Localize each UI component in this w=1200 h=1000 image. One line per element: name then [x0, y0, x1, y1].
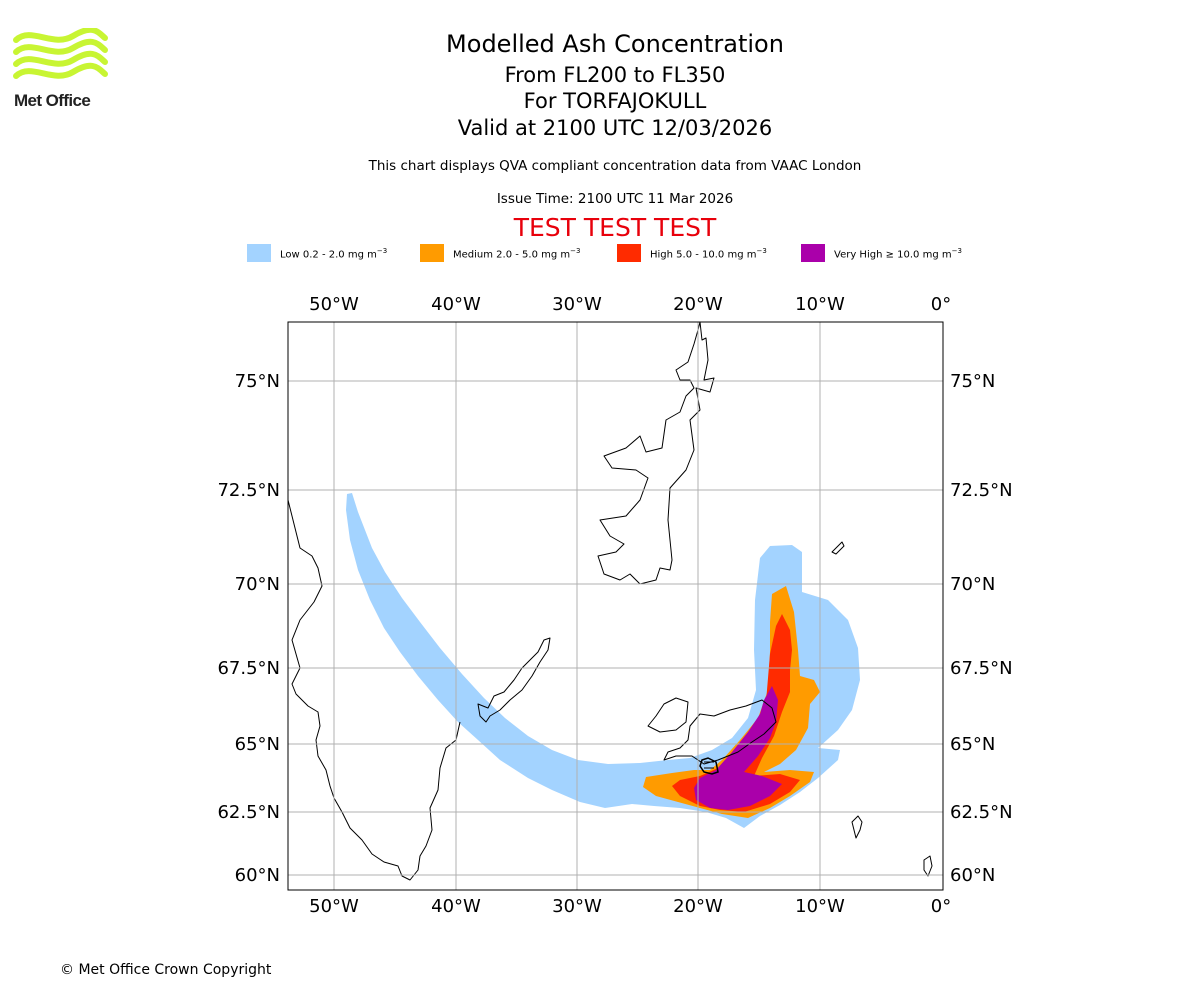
- lat-tick-right: 75°N: [950, 371, 995, 392]
- greenland-southeast-coast: [477, 637, 551, 723]
- lat-tick-right: 72.5°N: [950, 480, 1013, 501]
- test-banner: TEST TEST TEST: [513, 213, 717, 242]
- legend-swatch-low: [247, 244, 271, 262]
- met-office-wave-icon: [13, 26, 108, 79]
- iceland-west-fjords: [647, 697, 689, 733]
- lat-tick-right: 65°N: [950, 734, 995, 755]
- lat-tick-left: 72.5°N: [217, 480, 280, 501]
- lat-tick-right: 60°N: [950, 865, 995, 886]
- lon-tick-bottom: 30°W: [552, 896, 602, 917]
- map-gridlines: [288, 322, 943, 890]
- lat-tick-left: 60°N: [235, 865, 280, 886]
- legend-label-high: High 5.0 - 10.0 mg m: [650, 249, 757, 261]
- iceland-coast: [663, 699, 777, 765]
- volcano-marker: [699, 757, 719, 775]
- lon-tick-bottom: 10°W: [795, 896, 845, 917]
- jan-mayen: [831, 541, 845, 555]
- lon-tick-top: 0°: [931, 294, 951, 315]
- faroe-islands: [851, 815, 863, 839]
- met-office-logo-text: Met Office: [14, 91, 91, 110]
- valid-time: Valid at 2100 UTC 12/03/2026: [457, 116, 773, 140]
- legend-label-low: Low 0.2 - 2.0 mg m: [280, 249, 377, 261]
- met-office-logo: Met Office: [13, 26, 109, 114]
- lon-tick-bottom: 50°W: [309, 896, 359, 917]
- lon-tick-top: 40°W: [431, 294, 481, 315]
- lon-tick-top: 10°W: [795, 294, 845, 315]
- lat-tick-right: 62.5°N: [950, 802, 1013, 823]
- ash-layer-very-high: [694, 686, 782, 810]
- lat-tick-right: 67.5°N: [950, 658, 1013, 679]
- legend-swatch-medium: [420, 244, 444, 262]
- lon-tick-top: 30°W: [552, 294, 602, 315]
- volcano-name: For TORFAJOKULL: [523, 89, 707, 113]
- lat-tick-right: 70°N: [950, 574, 995, 595]
- issue-time: Issue Time: 2100 UTC 11 Mar 2026: [496, 191, 734, 207]
- legend-label-medium: Medium 2.0 - 5.0 mg m: [453, 249, 571, 261]
- greenland-west-coast: [288, 499, 461, 881]
- lat-tick-left: 65°N: [235, 734, 280, 755]
- greenland-east-coast: [597, 322, 715, 585]
- lat-tick-left: 67.5°N: [217, 658, 280, 679]
- lon-tick-top: 20°W: [673, 294, 723, 315]
- coastlines: [288, 322, 933, 881]
- lat-tick-left: 70°N: [235, 574, 280, 595]
- lat-tick-left: 75°N: [235, 371, 280, 392]
- lon-tick-bottom: 20°W: [673, 896, 723, 917]
- volcano-marker-detail: [704, 761, 714, 769]
- legend-label-very-high: Very High ≥ 10.0 mg m: [834, 249, 952, 261]
- legend-swatch-very-high: [801, 244, 825, 262]
- lat-tick-left: 62.5°N: [217, 802, 280, 823]
- shetland: [923, 855, 933, 877]
- copyright: © Met Office Crown Copyright: [60, 962, 272, 978]
- map-frame: [287, 321, 944, 891]
- chart-title: Modelled Ash Concentration: [446, 30, 784, 58]
- lon-tick-bottom: 40°W: [431, 896, 481, 917]
- flight-level-range: From FL200 to FL350: [504, 63, 726, 87]
- lon-tick-top: 50°W: [309, 294, 359, 315]
- lon-tick-bottom: 0°: [931, 896, 951, 917]
- legend-swatch-high: [617, 244, 641, 262]
- chart-subtitle: This chart displays QVA compliant concen…: [368, 158, 862, 174]
